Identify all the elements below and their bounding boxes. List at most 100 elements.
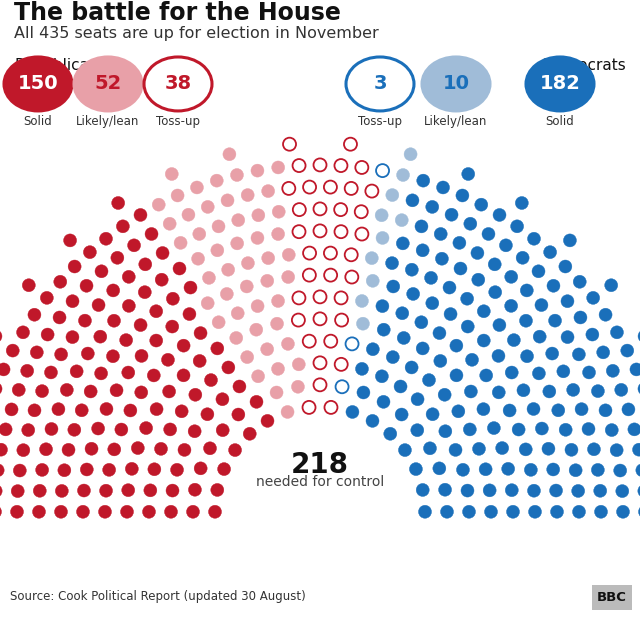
Circle shape — [632, 443, 640, 456]
Circle shape — [80, 463, 93, 476]
Circle shape — [177, 339, 190, 352]
Circle shape — [260, 343, 274, 356]
Circle shape — [493, 318, 506, 332]
Circle shape — [493, 208, 506, 221]
Circle shape — [461, 320, 474, 333]
Circle shape — [122, 366, 135, 379]
Circle shape — [228, 444, 241, 457]
Circle shape — [194, 326, 207, 339]
Circle shape — [282, 248, 295, 261]
Circle shape — [218, 463, 230, 476]
Circle shape — [630, 363, 640, 376]
Circle shape — [45, 423, 58, 436]
Circle shape — [465, 385, 477, 398]
Circle shape — [454, 262, 467, 275]
Circle shape — [250, 396, 263, 408]
Circle shape — [519, 443, 532, 456]
Circle shape — [572, 348, 586, 361]
Text: Likely/lean: Likely/lean — [76, 115, 140, 128]
Circle shape — [512, 423, 525, 436]
Circle shape — [433, 326, 446, 339]
Circle shape — [547, 279, 560, 292]
Circle shape — [241, 188, 254, 201]
Circle shape — [434, 227, 447, 240]
Circle shape — [520, 314, 532, 327]
Circle shape — [573, 506, 586, 519]
Circle shape — [30, 346, 44, 359]
Circle shape — [147, 369, 160, 382]
Circle shape — [150, 334, 163, 347]
Circle shape — [472, 273, 484, 286]
Circle shape — [504, 299, 518, 312]
Text: Toss-up: Toss-up — [358, 115, 402, 128]
Circle shape — [422, 373, 435, 387]
Circle shape — [615, 383, 628, 396]
Circle shape — [484, 506, 497, 519]
Circle shape — [173, 262, 186, 275]
Circle shape — [33, 506, 45, 519]
Circle shape — [230, 237, 244, 250]
Circle shape — [575, 403, 588, 416]
Circle shape — [542, 442, 555, 455]
Circle shape — [0, 383, 2, 396]
Circle shape — [511, 220, 524, 233]
Circle shape — [396, 214, 408, 227]
Circle shape — [230, 169, 243, 182]
Circle shape — [58, 464, 71, 476]
Circle shape — [54, 275, 67, 288]
Circle shape — [565, 443, 578, 456]
Circle shape — [221, 194, 234, 207]
Ellipse shape — [346, 57, 414, 111]
Circle shape — [271, 317, 284, 330]
Circle shape — [366, 343, 380, 356]
Circle shape — [591, 384, 604, 397]
Circle shape — [587, 291, 600, 304]
Circle shape — [216, 392, 229, 405]
Circle shape — [40, 442, 52, 455]
Circle shape — [436, 181, 449, 194]
Circle shape — [527, 402, 540, 415]
Circle shape — [241, 256, 255, 269]
Circle shape — [184, 281, 197, 294]
Circle shape — [424, 271, 438, 284]
Circle shape — [417, 174, 429, 187]
Text: Source: Cook Political Report (updated 30 August): Source: Cook Political Report (updated 3… — [10, 590, 306, 603]
Circle shape — [12, 383, 25, 396]
Circle shape — [492, 386, 505, 399]
Circle shape — [240, 280, 253, 293]
Circle shape — [450, 339, 463, 352]
Circle shape — [543, 385, 556, 398]
Circle shape — [212, 316, 225, 329]
Circle shape — [588, 442, 600, 455]
Circle shape — [33, 485, 46, 497]
Circle shape — [586, 328, 599, 341]
Circle shape — [188, 425, 201, 438]
Circle shape — [131, 441, 145, 455]
Circle shape — [445, 208, 458, 221]
Circle shape — [41, 328, 54, 341]
Circle shape — [450, 369, 463, 382]
Circle shape — [281, 405, 294, 418]
Circle shape — [376, 231, 389, 245]
Circle shape — [251, 164, 264, 177]
Circle shape — [616, 506, 630, 519]
Circle shape — [438, 483, 452, 496]
Text: Likely/lean: Likely/lean — [424, 115, 488, 128]
Circle shape — [355, 295, 369, 308]
Circle shape — [232, 214, 244, 227]
Circle shape — [535, 298, 548, 311]
Circle shape — [0, 485, 2, 497]
Circle shape — [461, 484, 474, 497]
Circle shape — [426, 408, 439, 421]
Circle shape — [366, 274, 380, 287]
Circle shape — [387, 280, 400, 293]
Circle shape — [233, 380, 246, 393]
Circle shape — [610, 444, 623, 457]
Circle shape — [66, 295, 79, 308]
Circle shape — [92, 422, 104, 435]
Circle shape — [125, 462, 138, 475]
Circle shape — [419, 506, 431, 519]
Circle shape — [95, 265, 108, 277]
Circle shape — [596, 346, 610, 359]
Circle shape — [0, 423, 12, 436]
